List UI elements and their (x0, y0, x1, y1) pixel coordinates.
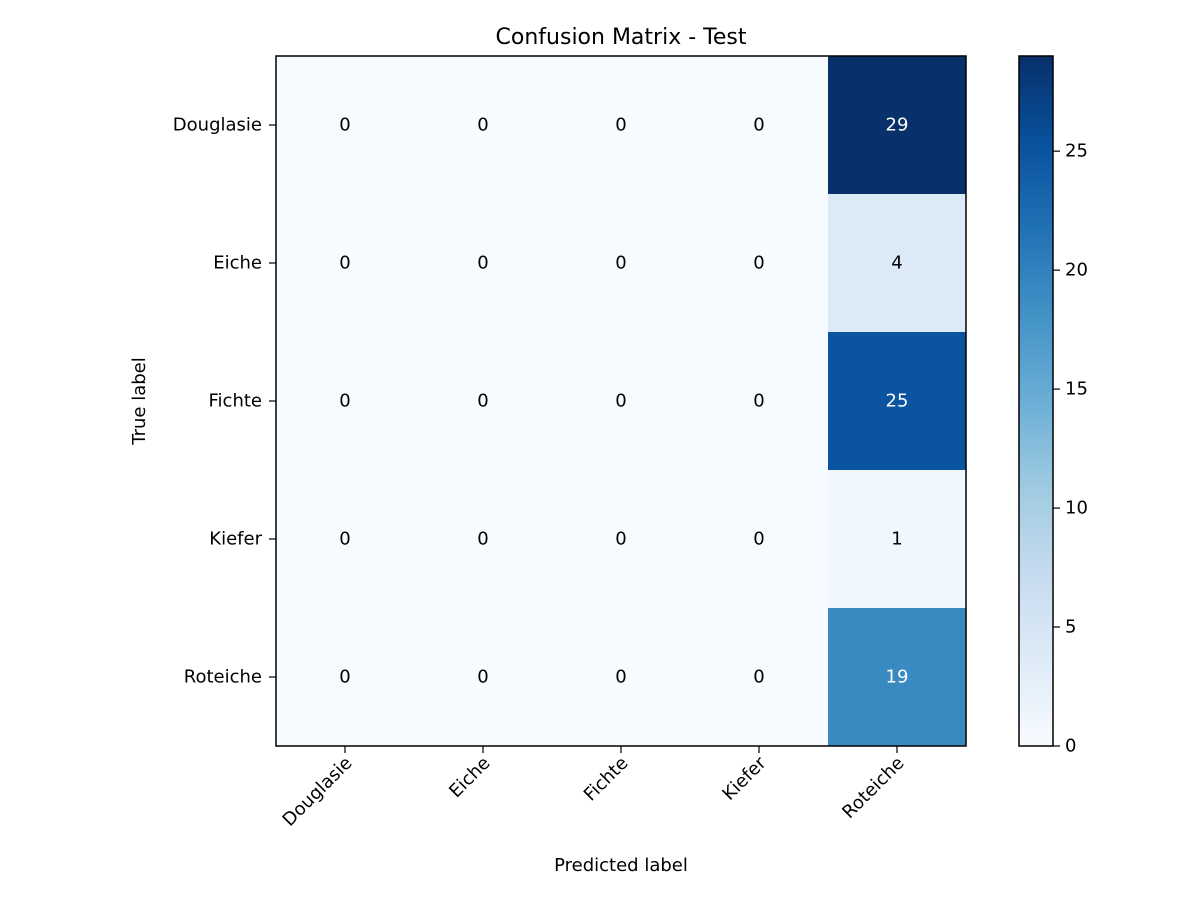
cell-value-r1-c3: 0 (753, 253, 764, 274)
colorbar-tick-label-3: 15 (1065, 379, 1088, 400)
heatmap-cell-r3-c2 (552, 470, 691, 609)
y-tick-label-3: Kiefer (209, 529, 262, 550)
heatmap-cell-r4-c3 (690, 608, 829, 747)
colorbar-tick-label-0: 0 (1065, 736, 1076, 757)
heatmap-cell-r2-c1 (414, 332, 553, 471)
x-axis-label: Predicted label (554, 855, 688, 876)
heatmap-cell-r1-c3 (690, 194, 829, 333)
cell-value-r0-c0: 0 (339, 115, 350, 136)
heatmap-cell-r3-c4 (828, 470, 967, 609)
cell-value-r4-c3: 0 (753, 667, 764, 688)
cell-value-r1-c0: 0 (339, 253, 350, 274)
y-tick-label-2: Fichte (209, 391, 262, 412)
cell-value-r4-c2: 0 (615, 667, 626, 688)
heatmap-cell-r4-c1 (414, 608, 553, 747)
cell-value-r2-c3: 0 (753, 391, 764, 412)
heatmap-cell-r1-c0 (276, 194, 415, 333)
heatmap-cell-r0-c1 (414, 56, 553, 195)
colorbar-tick-label-4: 20 (1065, 260, 1088, 281)
cell-value-r0-c4: 29 (886, 115, 909, 136)
chart-title: Confusion Matrix - Test (496, 25, 747, 50)
heatmap-cell-r4-c4 (828, 608, 967, 747)
heatmap-cell-r0-c2 (552, 56, 691, 195)
heatmap-cell-r0-c3 (690, 56, 829, 195)
heatmap-cell-r3-c1 (414, 470, 553, 609)
cell-value-r2-c0: 0 (339, 391, 350, 412)
heatmap-cells (276, 56, 967, 747)
colorbar-tick-label-2: 10 (1065, 498, 1088, 519)
heatmap-cell-r3-c0 (276, 470, 415, 609)
heatmap-cell-r0-c0 (276, 56, 415, 195)
y-tick-label-1: Eiche (213, 253, 262, 274)
heatmap-cell-r1-c4 (828, 194, 967, 333)
heatmap-cell-r2-c2 (552, 332, 691, 471)
cell-value-r2-c2: 0 (615, 391, 626, 412)
x-tick-label-1: Eiche (445, 753, 494, 802)
cell-value-r0-c2: 0 (615, 115, 626, 136)
colorbar: 0 5 10 15 20 25 (1018, 55, 1088, 757)
heatmap-cell-r2-c4 (828, 332, 967, 471)
cell-value-r3-c1: 0 (477, 529, 488, 550)
x-axis-ticks: Douglasie Eiche Fichte Kiefer Roteiche (279, 746, 909, 831)
y-tick-label-4: Roteiche (184, 667, 262, 688)
heatmap-cell-r0-c4 (828, 56, 967, 195)
heatmap-cell-r4-c2 (552, 608, 691, 747)
cell-value-r3-c0: 0 (339, 529, 350, 550)
x-tick-label-4: Roteiche (838, 753, 908, 823)
cell-value-r4-c1: 0 (477, 667, 488, 688)
cell-value-r1-c1: 0 (477, 253, 488, 274)
heatmap-cell-r2-c3 (690, 332, 829, 471)
y-tick-label-0: Douglasie (173, 115, 262, 136)
cell-value-r2-c4: 25 (886, 391, 909, 412)
colorbar-tick-label-5: 25 (1065, 141, 1088, 162)
y-axis-ticks: Douglasie Eiche Fichte Kiefer Roteiche (173, 115, 276, 688)
x-tick-label-2: Fichte (580, 753, 633, 806)
cell-value-r2-c1: 0 (477, 391, 488, 412)
cell-value-r3-c3: 0 (753, 529, 764, 550)
cell-value-r1-c4: 4 (891, 253, 902, 274)
cell-value-r4-c0: 0 (339, 667, 350, 688)
cell-value-r3-c4: 1 (891, 529, 902, 550)
x-tick-label-0: Douglasie (279, 753, 357, 831)
heatmap-cell-r1-c1 (414, 194, 553, 333)
cell-value-r0-c1: 0 (477, 115, 488, 136)
cell-value-r4-c4: 19 (886, 667, 909, 688)
heatmap-cell-r4-c0 (276, 608, 415, 747)
colorbar-tick-label-1: 5 (1065, 617, 1076, 638)
heatmap-cell-r1-c2 (552, 194, 691, 333)
heatmap-cell-labels: 0 0 0 0 29 0 0 0 0 4 0 0 0 0 25 0 0 0 0 1 0 0 0 0 19 (339, 115, 908, 688)
y-axis-label: True label (129, 357, 150, 446)
cell-value-r0-c3: 0 (753, 115, 764, 136)
heatmap-cell-r2-c0 (276, 332, 415, 471)
x-tick-label-3: Kiefer (718, 752, 771, 805)
cell-value-r3-c2: 0 (615, 529, 626, 550)
heatmap-cell-r3-c3 (690, 470, 829, 609)
colorbar-gradient (1018, 55, 1054, 747)
cell-value-r1-c2: 0 (615, 253, 626, 274)
